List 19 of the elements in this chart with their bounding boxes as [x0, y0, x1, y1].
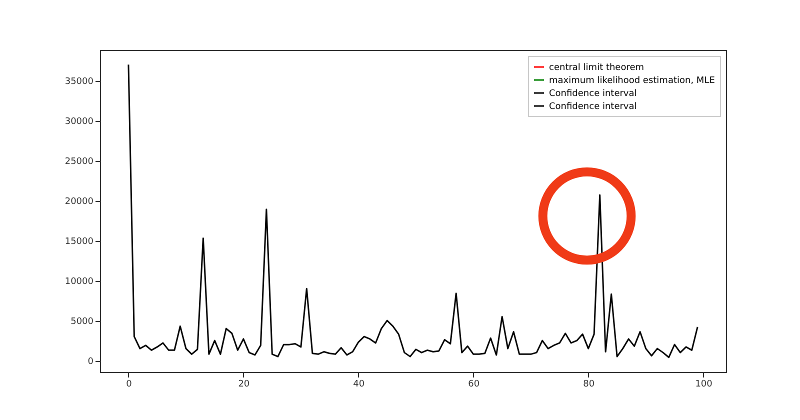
x-tick-label: 0 [126, 380, 132, 390]
legend-label: Confidence interval [549, 102, 637, 112]
legend-label: Confidence interval [549, 89, 637, 99]
y-tick-label: 35000 [64, 77, 94, 88]
y-tick-label: 5000 [70, 317, 94, 328]
legend-label: central limit theorem [549, 63, 644, 73]
y-tick-label: 25000 [64, 157, 94, 168]
y-tick-label: 0 [88, 357, 94, 368]
x-tick-label: 100 [695, 380, 713, 390]
y-tick-label: 20000 [64, 197, 94, 208]
legend-label: maximum likelihood estimation, MLE [549, 76, 716, 86]
x-tick-label: 20 [238, 380, 250, 390]
x-tick-label: 80 [583, 380, 595, 390]
x-tick-label: 60 [468, 380, 480, 390]
y-tick-label: 10000 [64, 277, 94, 288]
x-tick-label: 40 [353, 380, 365, 390]
y-tick-label: 15000 [64, 237, 94, 248]
y-tick-label: 30000 [64, 117, 94, 128]
line-series [128, 64, 698, 358]
